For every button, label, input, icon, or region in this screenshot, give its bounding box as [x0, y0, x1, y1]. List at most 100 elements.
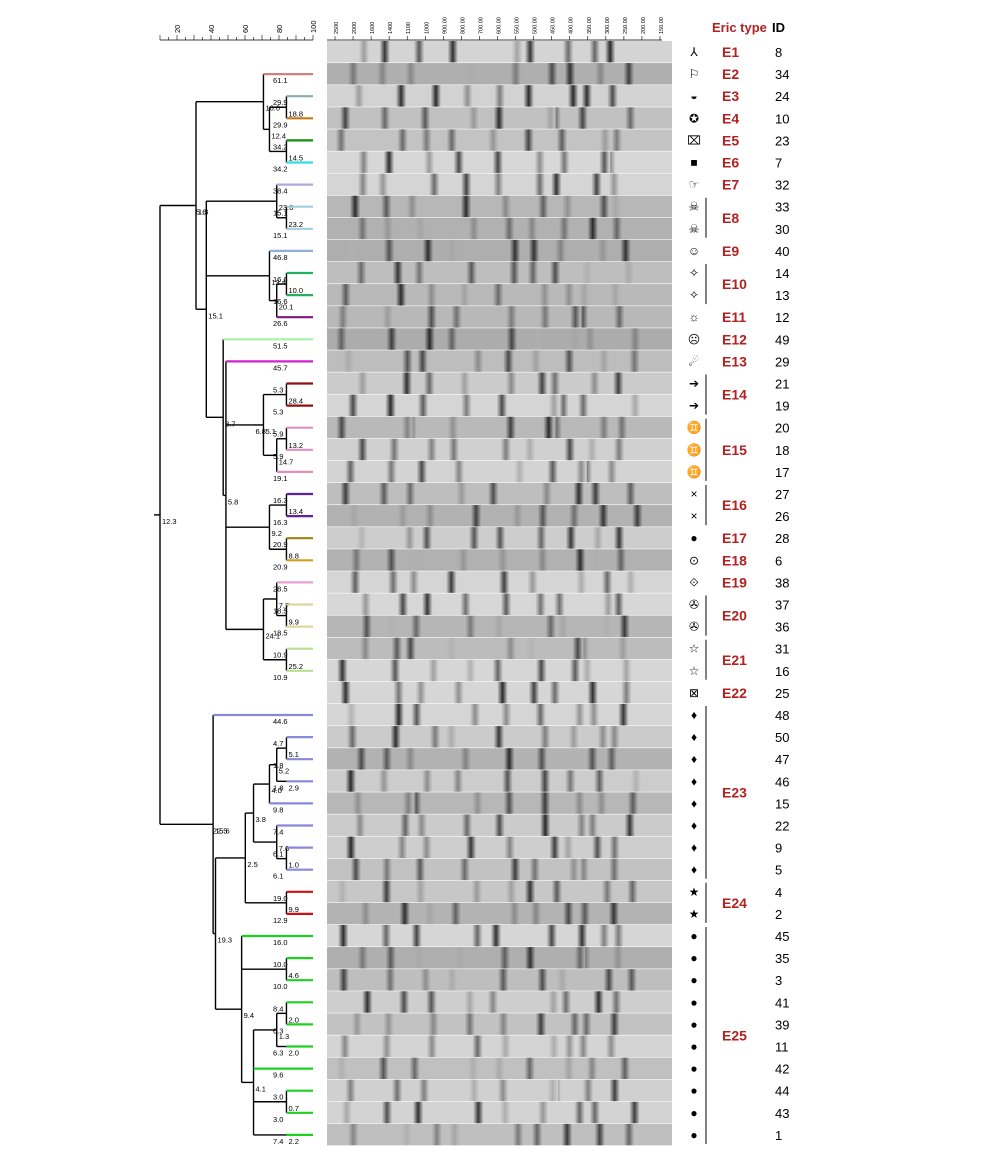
isolate-symbol-icon: ⟐: [689, 575, 699, 589]
gel-lane: [327, 195, 672, 218]
isolate-id: 10: [775, 111, 789, 126]
isolate-id: 50: [775, 730, 789, 745]
gel-lane: [327, 681, 672, 704]
similarity-value: 24.1: [265, 631, 280, 640]
similarity-value: 0.7: [288, 1104, 298, 1113]
marker-tick-label: 250.00: [623, 17, 629, 34]
similarity-value: 20.9: [273, 540, 288, 549]
gel-lane: [327, 659, 672, 682]
eric-type-label: E7: [722, 177, 739, 193]
similarity-value: 10.9: [273, 673, 288, 682]
similarity-value: 16.0: [273, 938, 288, 947]
gel-lane: [327, 726, 672, 748]
isolate-symbol-icon: ✇: [689, 620, 699, 634]
isolate-id: 32: [775, 178, 789, 193]
similarity-value: 5.8: [228, 497, 238, 506]
similarity-value: 9.9: [288, 905, 298, 914]
isolate-symbol-icon: ♦: [691, 863, 697, 877]
marker-tick-label: 900.00: [442, 17, 448, 34]
gel-lane: [327, 1035, 672, 1057]
isolate-id: 8: [775, 45, 782, 60]
similarity-value: 29.9: [273, 120, 288, 129]
isolate-id: 18: [775, 443, 789, 458]
gel-lane: [327, 63, 672, 85]
eric-type-label: E11: [722, 309, 746, 325]
dendrogram-tree: 12.35.61.316.061.112.418.829.929.914.534…: [154, 72, 313, 1146]
isolate-symbol-icon: ⊠: [689, 686, 699, 700]
isolate-symbol-icon: ♦: [691, 708, 697, 722]
isolate-symbol-icon: ☆: [689, 642, 700, 656]
gel-lane: [327, 85, 672, 107]
gel-lane: [327, 991, 672, 1013]
isolate-id: 6: [775, 553, 782, 568]
marker-tick-label: 2000: [352, 22, 358, 34]
isolate-id: 16: [775, 664, 789, 679]
similarity-value: 18.8: [288, 109, 303, 118]
isolate-symbol-icon: ☠: [689, 200, 700, 214]
isolate-id: 15: [775, 796, 789, 811]
gel-lane: [327, 40, 672, 63]
isolate-id: 28: [775, 531, 789, 546]
eric-type-label: E23: [722, 784, 747, 800]
similarity-value: 5.9: [273, 430, 283, 439]
isolate-symbol-icon: ●: [690, 1106, 697, 1120]
similarity-value: 13.4: [271, 278, 286, 287]
similarity-value: 1.3: [198, 207, 208, 216]
gel-lane: [327, 1057, 672, 1080]
gel-lane: [327, 1079, 672, 1102]
similarity-value: 10.0: [288, 286, 303, 295]
eric-type-label: E22: [722, 685, 747, 701]
similarity-value: 34.2: [273, 142, 288, 151]
gel-lane: [327, 217, 672, 240]
eric-type-label: E8: [722, 210, 739, 226]
marker-tick-label: 450.00: [551, 17, 557, 34]
isolate-symbol-icon: ✇: [689, 598, 699, 612]
similarity-value: 28.5: [273, 584, 288, 593]
isolate-symbol-icon: ♦: [691, 752, 697, 766]
marker-tick-label: 200.00: [641, 17, 647, 34]
isolate-symbol-icon: ●: [690, 995, 697, 1009]
similarity-value: 4.0: [271, 786, 281, 795]
gel-lane: [327, 858, 672, 881]
marker-tick-label: 2500: [334, 22, 340, 34]
similarity-value: 51.5: [273, 341, 288, 350]
similarity-value: 3.0: [273, 1115, 283, 1124]
eric-type-header: Eric type: [712, 20, 767, 35]
similarity-value: 6.3: [273, 1049, 283, 1058]
gel-lane: [327, 637, 672, 660]
isolate-symbol-icon: ●: [690, 1128, 697, 1142]
isolate-symbol-icon: ×: [690, 487, 697, 501]
eric-type-label: E17: [722, 530, 747, 546]
similarity-value: 5.2: [279, 767, 289, 776]
marker-tick-label: 700.00: [478, 17, 484, 34]
similarity-value: 45.7: [273, 363, 288, 372]
isolate-symbol-icon: ♊: [687, 421, 702, 435]
eric-type-label: E1: [722, 44, 739, 60]
gel-lane: [327, 615, 672, 638]
similarity-value: 3.0: [273, 1093, 283, 1102]
isolate-id: 26: [775, 509, 789, 524]
isolate-id: 37: [775, 598, 789, 613]
isolate-id: 39: [775, 1017, 789, 1032]
isolate-symbol-icon: ♦: [691, 730, 697, 744]
similarity-value: 10.0: [273, 982, 288, 991]
isolate-symbol-icon: ➔: [689, 399, 699, 413]
similarity-value: 19.0: [273, 894, 288, 903]
similarity-value: 16.6: [273, 297, 288, 306]
similarity-value: 14.5: [288, 153, 303, 162]
eric-type-label: E12: [722, 331, 747, 347]
marker-tick-label: 500.00: [533, 17, 539, 34]
isolate-symbol-icon: ●: [690, 973, 697, 987]
eric-type-label: E25: [722, 1027, 747, 1043]
marker-tick-label: 1100: [406, 22, 412, 34]
similarity-value: 1.3: [279, 1032, 289, 1041]
isolate-id: 12: [775, 310, 789, 325]
similarity-value: 9.8: [273, 805, 283, 814]
similarity-value: 9.9: [288, 618, 298, 627]
isolate-symbol-icon: ⊙: [689, 553, 699, 567]
isolate-id: 22: [775, 819, 789, 834]
marker-tick-label: 150.00: [659, 17, 665, 34]
scale-tick-label: 60: [241, 25, 250, 33]
isolate-id: 3: [775, 973, 782, 988]
